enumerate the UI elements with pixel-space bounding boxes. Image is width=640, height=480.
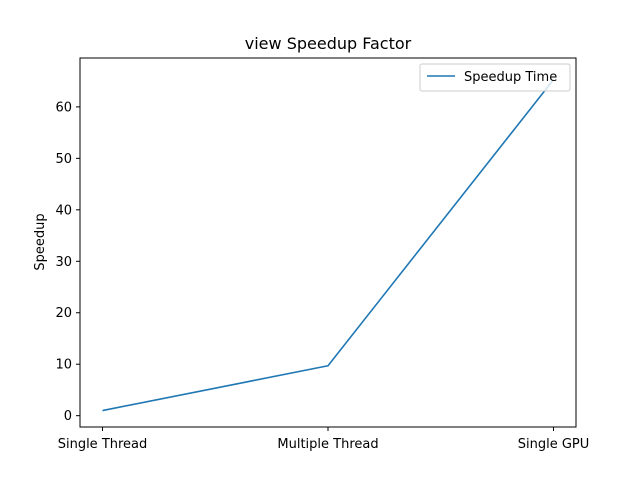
y-tick-label: 50 [55,152,72,167]
legend-label-speedup-time: Speedup Time [464,70,557,85]
legend: Speedup Time [419,63,571,92]
y-tick-label: 30 [55,255,72,270]
y-axis-ticks: 0 10 20 30 40 50 60 [55,100,80,424]
legend-box [419,63,571,92]
plot-area [79,57,577,428]
y-axis-label: Speedup [33,213,48,270]
y-tick-label: 10 [55,358,72,373]
chart-title: view Speedup Factor [245,34,412,53]
series-layer [102,79,555,412]
x-axis-ticks: Single Thread Multiple Thread Single GPU [58,427,590,452]
y-tick-label: 60 [55,100,72,115]
x-tick-label: Single Thread [58,437,148,452]
x-tick-label: Single GPU [518,437,590,452]
x-tick-label: Multiple Thread [277,437,378,452]
y-tick-label: 20 [55,306,72,321]
y-tick-label: 40 [55,203,72,218]
y-tick-label: 0 [64,409,72,424]
